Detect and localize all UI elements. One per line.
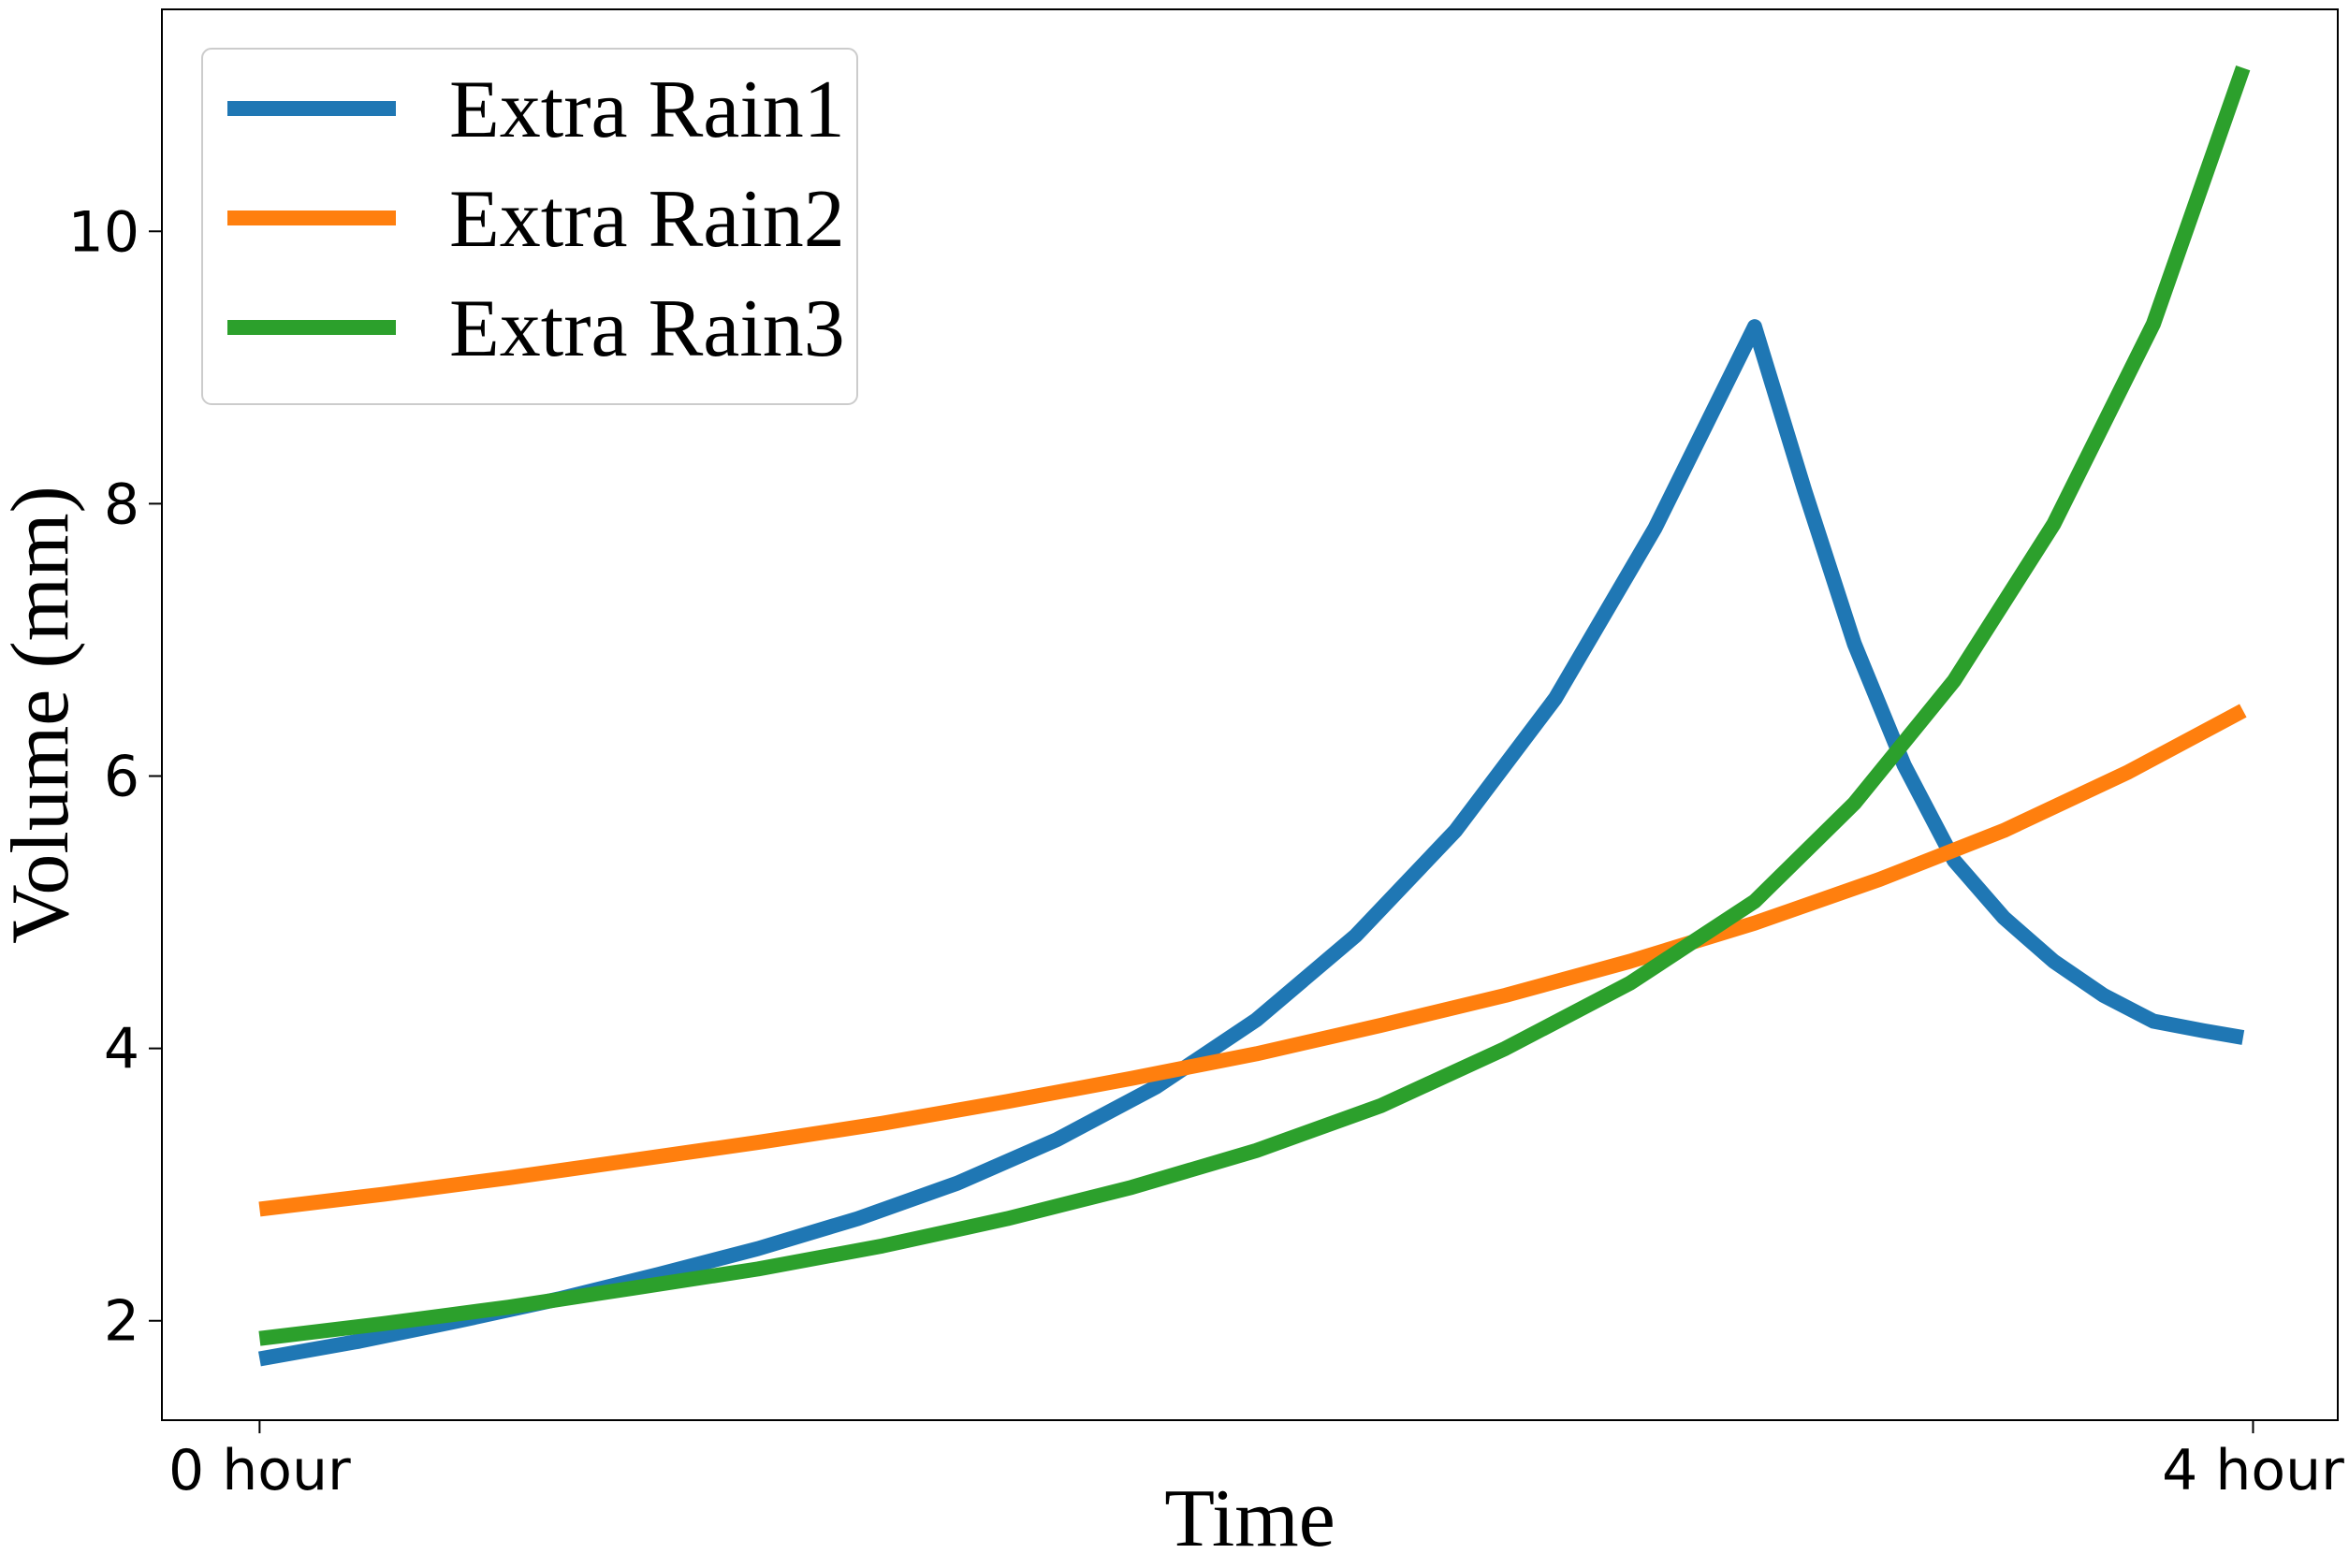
x-axis-ticks: 0 hour 4 hour: [168, 1420, 2344, 1503]
y-tick-label: 6: [104, 745, 139, 810]
y-tick-label: 10: [68, 199, 139, 265]
series-line-2: [258, 704, 2247, 1217]
y-tick-label: 8: [104, 472, 139, 537]
x-tick-label: 0 hour: [168, 1438, 351, 1503]
x-axis-title: Time: [1164, 1474, 1335, 1564]
plot-frame: [161, 8, 2339, 1421]
y-tick-label: 4: [104, 1017, 139, 1082]
y-axis-ticks: 2 4 6 8 10: [68, 199, 162, 1355]
series-line-1: [258, 319, 2245, 1367]
legend-label-2: Extra Rain2: [449, 174, 845, 265]
series-layer: [258, 65, 2251, 1367]
legend-box: [201, 48, 858, 405]
series-line-3: [258, 65, 2251, 1346]
legend: Extra Rain1 Extra Rain2 Extra Rain3: [201, 48, 858, 405]
legend-label-3: Extra Rain3: [449, 283, 845, 374]
y-tick-label: 2: [104, 1289, 139, 1355]
x-tick-label: 4 hour: [2162, 1438, 2344, 1503]
legend-label-1: Extra Rain1: [449, 65, 845, 155]
y-axis-title: Volume (mm): [0, 486, 86, 944]
